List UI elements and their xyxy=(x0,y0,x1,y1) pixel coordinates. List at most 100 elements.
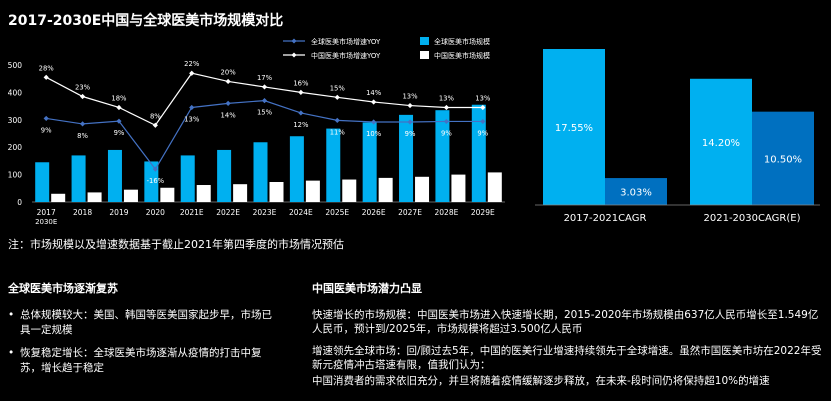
china-size-bar xyxy=(87,192,102,202)
global-growth-point xyxy=(116,118,122,124)
china-growth-point xyxy=(334,94,340,100)
legend-china-size-swatch xyxy=(420,51,429,59)
china-paragraph: 增速领先全球市场：回/顾过去5年，中国的医美行业增速持续领先于全球增速。虽然市国… xyxy=(312,345,822,371)
global-growth-point xyxy=(298,110,304,116)
cagr-global-bar xyxy=(543,49,605,205)
china-growth-label: 20% xyxy=(221,68,237,76)
china-size-bar xyxy=(160,187,175,202)
china-growth-point xyxy=(189,70,195,76)
x-tick-label: 2024E xyxy=(289,208,313,217)
global-growth-point xyxy=(43,115,49,122)
x-tick-sublabel: 2030E xyxy=(35,218,57,226)
global-growth-label: 12% xyxy=(293,121,309,129)
cagr-china-bar xyxy=(605,178,667,205)
global-growth-label: 9% xyxy=(405,130,416,138)
legend-global-growth-marker xyxy=(291,38,297,44)
china-growth-label: 18% xyxy=(111,94,127,102)
china-size-bar xyxy=(269,181,284,202)
china-growth-label: 13% xyxy=(475,94,491,102)
china-paragraph: 中国消费者的需求依旧充分，并旦将随着疫情缓解逐步释放，在未来-段时间仍将保持超1… xyxy=(312,375,770,387)
global-growth-point xyxy=(189,104,195,111)
global-growth-point xyxy=(152,166,158,172)
china-panel-title: 中国医美市场潜力凸显 xyxy=(312,282,422,295)
y-tick-label: 200 xyxy=(8,143,23,152)
global-growth-point xyxy=(371,119,377,125)
market-size-chart: 0 100 200 300 400 500 2017 2018 2019 2020 2021E 202… xyxy=(8,37,505,226)
global-growth-label: 9% xyxy=(477,129,488,137)
global-growth-point xyxy=(225,100,231,106)
china-size-bar xyxy=(51,193,66,202)
china-growth-point xyxy=(480,104,486,111)
x-tick-label: 2029E xyxy=(471,208,495,217)
china-size-bar xyxy=(415,176,430,202)
global-growth-point xyxy=(407,119,413,125)
china-growth-point xyxy=(79,93,86,100)
y-tick-label: 300 xyxy=(8,116,23,125)
x-tick-label: 2027E xyxy=(398,208,422,217)
cagr-global-bar xyxy=(690,78,752,205)
global-size-bar xyxy=(326,128,341,202)
china-growth-label: 14% xyxy=(366,89,382,97)
global-growth-label: 14% xyxy=(221,111,237,119)
legend-global-size-swatch xyxy=(420,37,429,45)
global-growth-label: -16% xyxy=(147,177,165,185)
x-tick-label: 2019 xyxy=(109,208,128,217)
global-growth-label: 9% xyxy=(441,129,452,137)
china-size-bar xyxy=(233,184,248,202)
x-tick-label: 2025E xyxy=(325,208,349,217)
china-growth-point xyxy=(261,84,268,90)
y-tick-label: 100 xyxy=(8,171,23,180)
cagr-category-label: 2017-2021CAGR xyxy=(564,213,647,224)
china-growth-label: 17% xyxy=(257,74,273,82)
global-growth-label: 13% xyxy=(184,115,200,123)
page-title: 2017-2030E中国与全球医美市场规模对比 xyxy=(8,13,284,29)
global-growth-point xyxy=(334,117,340,123)
global-market-panel: 全球医美市场逐渐复苏 总体规模较大：美国、韩国等医美国家起步早，市场已具一定规模… xyxy=(8,280,278,384)
global-bullet: 恢复稳定增长：全球医美市场逐渐从疫情的打击中复苏，增长趋于稳定 xyxy=(8,346,278,376)
china-growth-point xyxy=(407,102,413,109)
china-growth-label: 22% xyxy=(184,60,200,68)
x-tick-label: 2021E xyxy=(180,208,204,217)
china-size-bar xyxy=(123,189,138,202)
china-size-bar xyxy=(196,185,211,202)
global-size-bar xyxy=(471,104,486,202)
china-growth-point xyxy=(152,122,158,128)
legend-china-growth: 中国医美市场增速YOY xyxy=(311,51,381,60)
global-size-bar xyxy=(71,155,86,202)
global-growth-label: 11% xyxy=(330,128,346,136)
china-growth-point xyxy=(443,104,450,111)
global-growth-point xyxy=(79,121,86,127)
china-growth-point xyxy=(225,78,231,85)
cagr-category-label: 2021-2030CAGR(E) xyxy=(704,213,801,224)
china-growth-point xyxy=(43,74,49,80)
cagr-value-label: 3.03% xyxy=(620,188,652,199)
legend-global-growth: 全球医美市场增速YOY xyxy=(311,37,381,46)
legend-global-size: 全球医美市场规模 xyxy=(434,37,490,46)
global-growth-label: 8% xyxy=(77,132,88,140)
global-size-bar xyxy=(435,110,450,202)
cagr-chart: 17.55% 3.03% 2017-2021CAGR 14.20% 10.50% 2021… xyxy=(535,49,820,224)
china-growth-label: 13% xyxy=(439,94,455,102)
china-growth-label: 8% xyxy=(150,112,161,120)
cagr-value-label: 17.55% xyxy=(555,123,593,134)
y-tick-label: 500 xyxy=(8,61,23,70)
global-bullet: 总体规模较大：美国、韩国等医美国家起步早，市场已具一定规模 xyxy=(8,308,278,338)
china-growth-label: 23% xyxy=(75,84,91,92)
global-size-bar xyxy=(289,136,304,202)
x-tick-label: 2017 xyxy=(37,208,56,217)
global-size-bar xyxy=(180,155,195,202)
x-tick-label: 2022E xyxy=(216,208,240,217)
global-growth-label: 15% xyxy=(257,109,273,117)
global-growth-label: 9% xyxy=(41,126,52,134)
china-growth-point xyxy=(116,104,122,111)
y-tick-label: 0 xyxy=(17,198,22,207)
global-growth-point xyxy=(443,118,450,125)
legend-china-growth-marker xyxy=(291,52,297,58)
cagr-china-bar xyxy=(752,111,814,205)
global-size-bar xyxy=(107,149,122,202)
legend-china-size: 中国医美市场规模 xyxy=(434,51,490,60)
global-size-bar xyxy=(253,142,268,202)
china-growth-label: 13% xyxy=(402,93,418,101)
global-growth-point xyxy=(480,118,486,125)
china-size-bar xyxy=(487,172,502,202)
